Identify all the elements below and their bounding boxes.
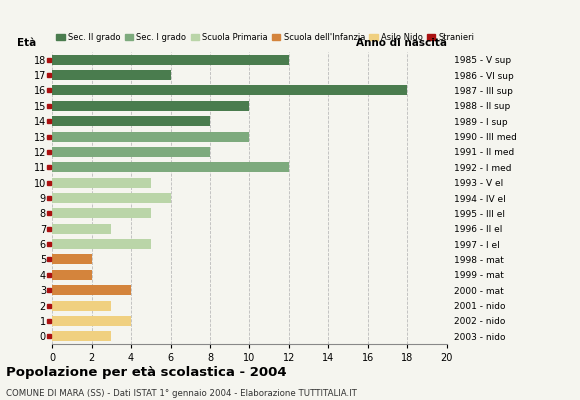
Bar	[52, 178, 151, 188]
Bar	[52, 239, 151, 249]
Bar	[52, 116, 210, 126]
Text: Popolazione per età scolastica - 2004: Popolazione per età scolastica - 2004	[6, 366, 287, 379]
Bar	[52, 193, 171, 203]
Text: Età: Età	[17, 38, 36, 48]
Bar	[52, 55, 289, 65]
Bar	[52, 316, 131, 326]
Bar	[52, 331, 111, 341]
Bar	[52, 270, 92, 280]
Legend: Sec. II grado, Sec. I grado, Scuola Primaria, Scuola dell'Infanzia, Asilo Nido, : Sec. II grado, Sec. I grado, Scuola Prim…	[56, 33, 474, 42]
Bar	[52, 208, 151, 218]
Bar	[52, 300, 111, 310]
Bar	[52, 132, 249, 142]
Text: COMUNE DI MARA (SS) - Dati ISTAT 1° gennaio 2004 - Elaborazione TUTTITALIA.IT: COMUNE DI MARA (SS) - Dati ISTAT 1° genn…	[6, 389, 357, 398]
Text: Anno di nascita: Anno di nascita	[356, 38, 447, 48]
Bar	[52, 147, 210, 157]
Bar	[52, 254, 92, 264]
Bar	[52, 285, 131, 295]
Bar	[52, 101, 249, 111]
Bar	[52, 70, 171, 80]
Bar	[52, 86, 407, 96]
Bar	[52, 224, 111, 234]
Bar	[52, 162, 289, 172]
